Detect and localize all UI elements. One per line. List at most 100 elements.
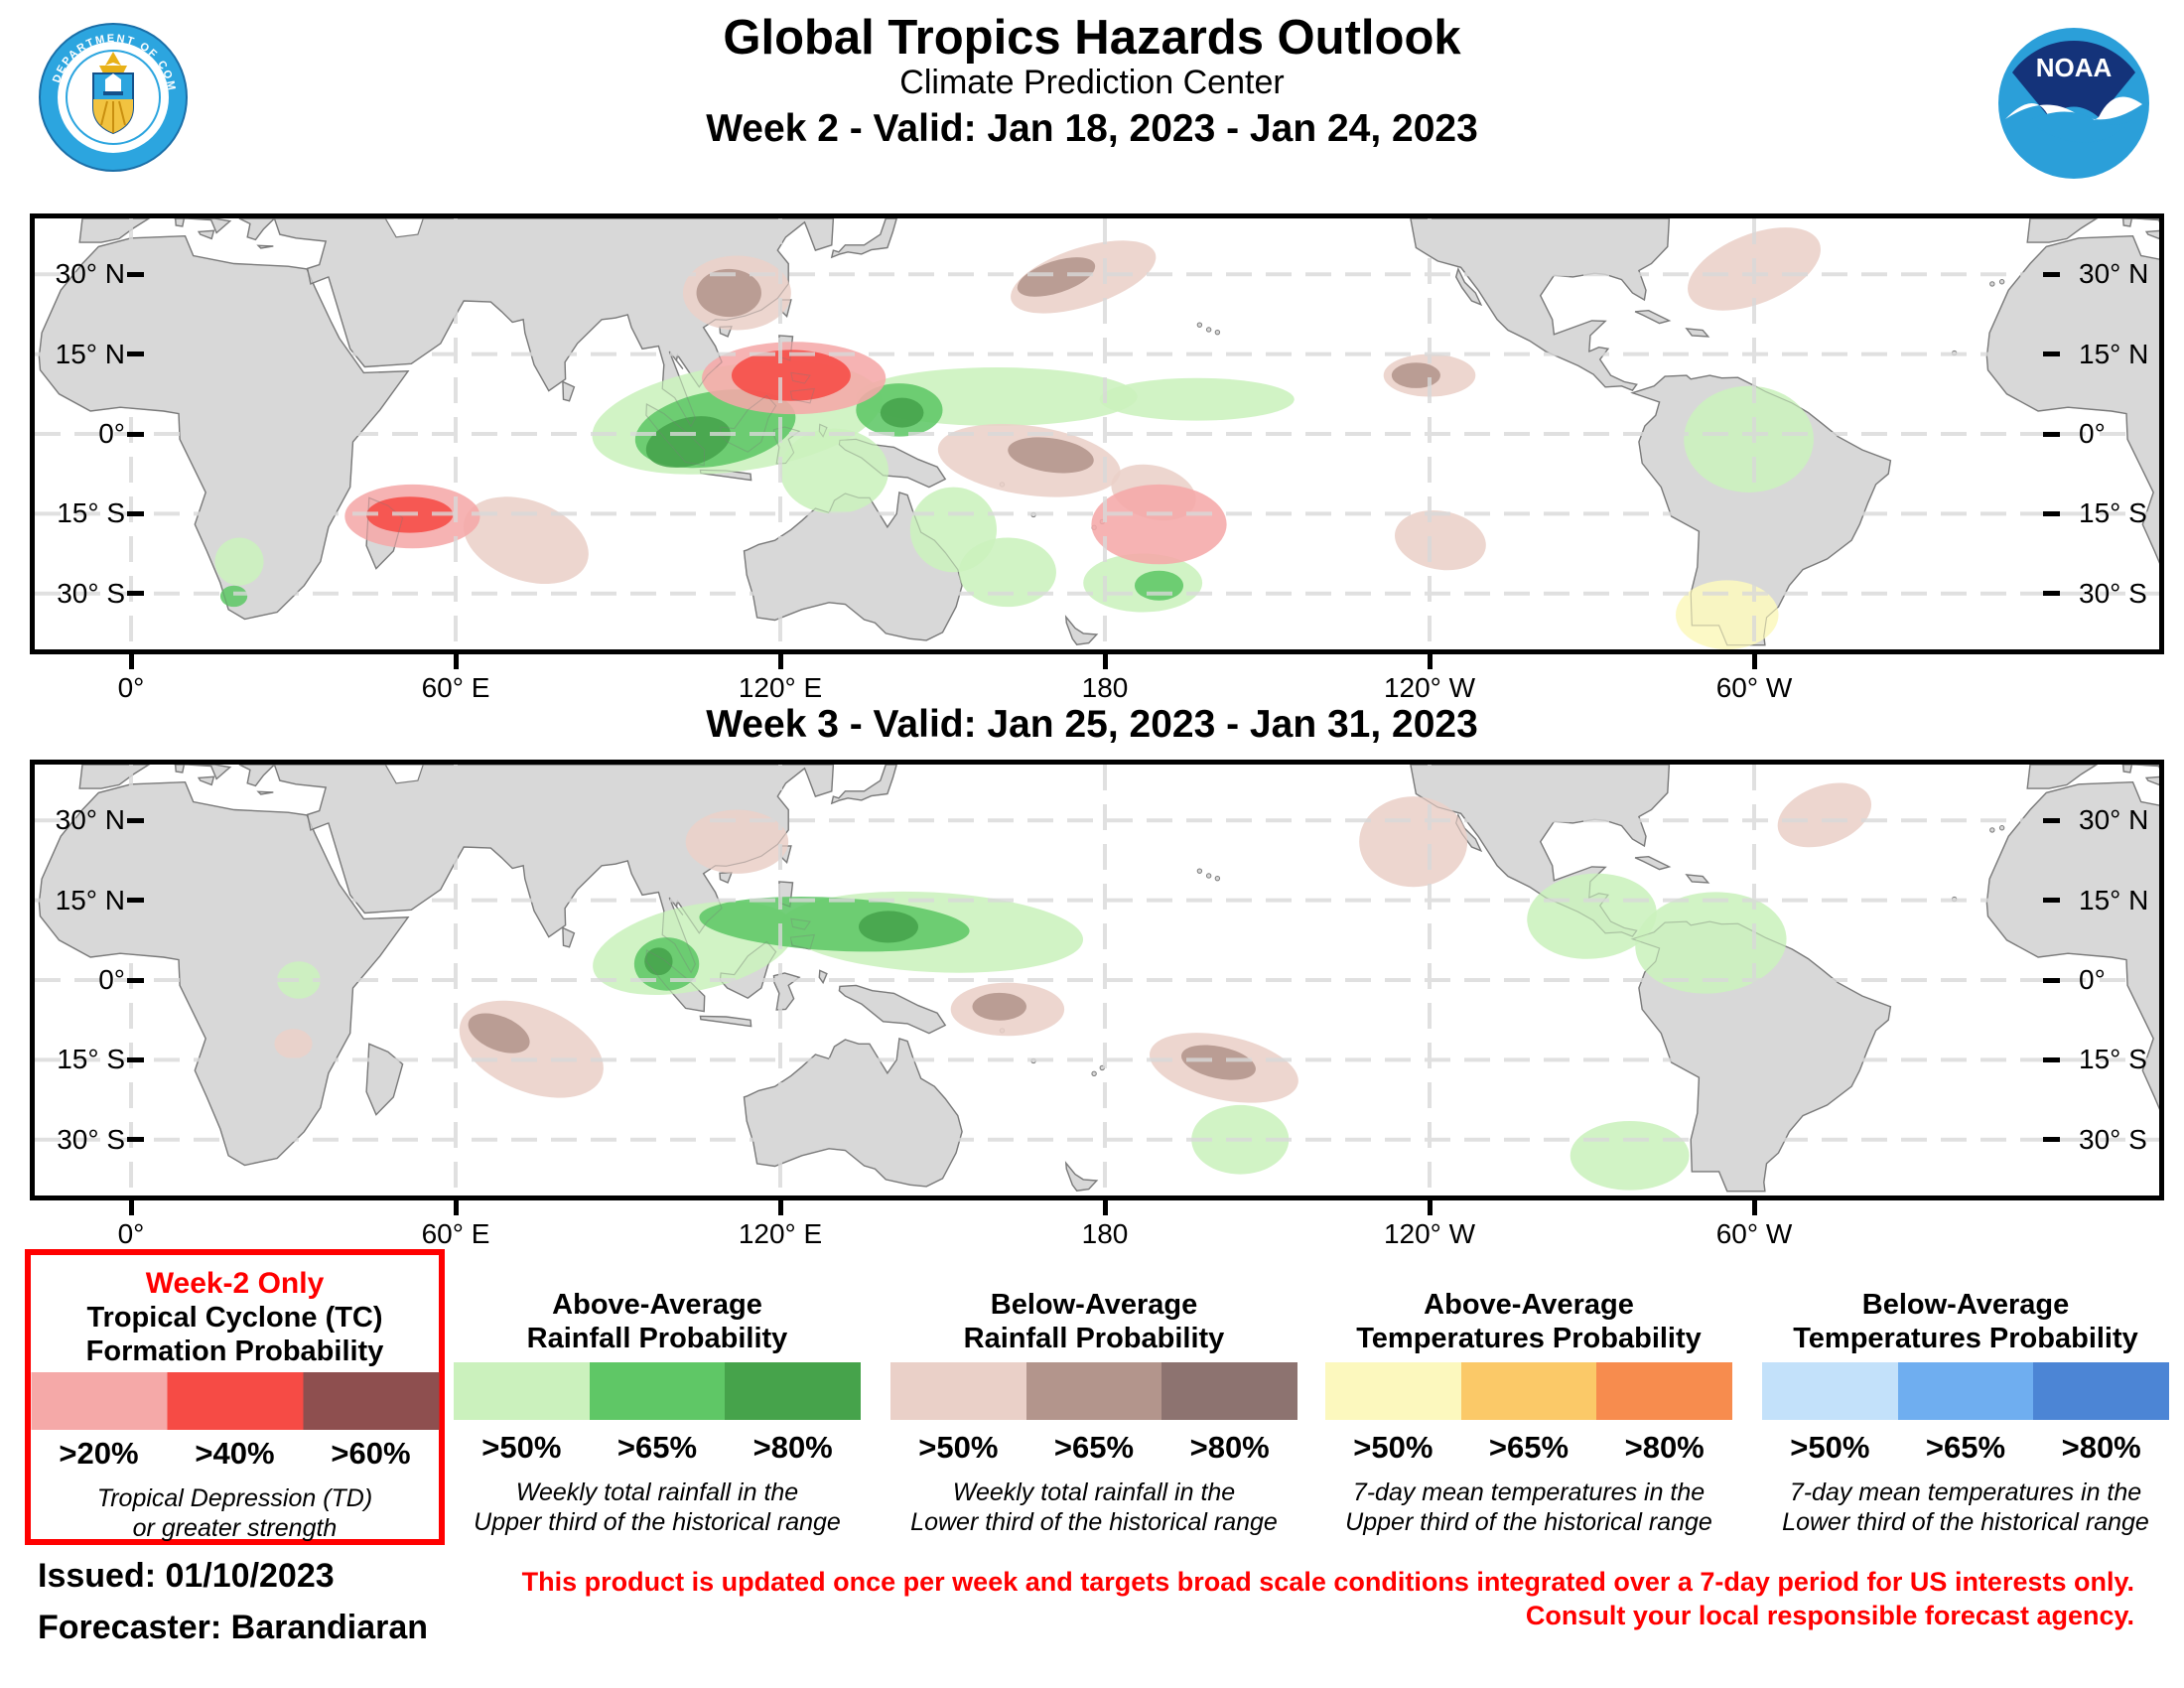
hazard-region-above-rain-sumatra-borneo-80 (645, 416, 731, 468)
legend-swatch-temp_above->50% (1325, 1362, 1461, 1420)
lat-label-right-30° N: 30° N (2079, 258, 2149, 290)
lat-tick-left (127, 1137, 144, 1143)
page-title: Global Tropics Hazards Outlook (723, 11, 1461, 65)
hazard-region-tc-40-philippines (731, 350, 851, 401)
noaa-logo-text: NOAA (2036, 53, 2113, 82)
lat-tick-right (2043, 352, 2060, 357)
lat-tick-right (2043, 431, 2060, 437)
forecaster-name: Forecaster: Barandiaran (38, 1609, 429, 1646)
hazard-region-above-rain-south-africa-core (219, 585, 248, 608)
lon-label-120° W: 120° W (1383, 1218, 1476, 1249)
hazard-region-tc-20-south-pacific (1091, 484, 1227, 565)
week2-panel-title: Week 2 - Valid: Jan 18, 2023 - Jan 24, 2… (706, 107, 1478, 150)
legend-swatch-rain_below->80% (1161, 1362, 1298, 1420)
hazard-region-below-rain-east-of-png-core (1008, 437, 1094, 474)
legend-below-rainfall-colorbar (890, 1362, 1298, 1420)
legend-tc-title-2: Formation Probability (85, 1336, 384, 1367)
lat-tick-left (127, 352, 144, 357)
issued-date: Issued: 01/10/2023 (38, 1557, 335, 1595)
noaa-logo-icon: NOAA (1995, 25, 2152, 187)
lon-label-60° E: 60° E (421, 672, 490, 703)
lat-label-left-15° S: 15° S (57, 497, 125, 529)
lat-label-left-0°: 0° (98, 964, 125, 995)
hazard-region-above-rain-sumatra-80 (644, 947, 673, 976)
legend-above-temperatures-colorbar (1325, 1362, 1733, 1420)
lat-tick-left (127, 510, 144, 516)
lon-label-180: 180 (1081, 672, 1129, 703)
legend-tc-colorbar (31, 1372, 439, 1430)
hazard-region-below-rain-south-indian-core (468, 1013, 530, 1054)
legend-below-temperatures-colorbar (1762, 1362, 2170, 1420)
hazard-region-above-rain-central-pacific-tail (1099, 377, 1295, 421)
page-subtitle: Climate Prediction Center (899, 64, 1285, 101)
lat-tick-right (2043, 1137, 2060, 1143)
legend-above-rainfall-colorbar (454, 1362, 862, 1420)
lon-label-60° W: 60° W (1715, 1218, 1793, 1249)
lat-label-left-30° S: 30° S (57, 1123, 125, 1155)
lat-label-right-15° S: 15° S (2079, 1044, 2147, 1075)
lon-tick (777, 1200, 783, 1215)
lat-label-left-30° S: 30° S (57, 577, 125, 609)
lon-tick (1102, 654, 1108, 669)
legend-swatch-rain_above->65% (589, 1362, 726, 1420)
legend-swatch-rain_below->50% (890, 1362, 1026, 1420)
disclaimer-line-2: Consult your local responsible forecast … (1525, 1601, 2134, 1630)
legend-above-rainfall: Above-Average Rainfall Probability >50% >… (454, 1249, 862, 1545)
legend-swatch-rain_above->50% (454, 1362, 590, 1420)
hazard-region-above-rain-amazon (1684, 385, 1814, 492)
lat-tick-left (127, 271, 144, 277)
lon-label-120° E: 120° E (738, 672, 823, 703)
hazard-region-above-rain-central-america (1527, 873, 1657, 959)
legend-tc-note-2: or greater strength (132, 1514, 338, 1542)
lon-tick (1751, 1200, 1757, 1215)
lat-tick-left (127, 817, 144, 823)
lat-label-right-0°: 0° (2079, 418, 2106, 449)
legend-swatch-temp_above->80% (1596, 1362, 1733, 1420)
week2-map-svg (35, 218, 2159, 649)
legend-swatch-temp_below->80% (2033, 1362, 2170, 1420)
lat-label-left-15° N: 15° N (55, 338, 125, 369)
hazard-region-below-rain-east-pacific-core (1391, 362, 1440, 388)
lat-tick-right (2043, 271, 2060, 277)
lat-tick-right (2043, 1056, 2060, 1062)
lon-label-0°: 0° (117, 1218, 145, 1249)
lat-label-right-0°: 0° (2079, 964, 2106, 995)
lat-tick-right (2043, 898, 2060, 904)
lon-tick (777, 654, 783, 669)
lat-tick-right (2043, 817, 2060, 823)
hazard-region-above-rain-new-caledonia (958, 537, 1056, 608)
legend-tc-thresholds: >20% >40% >60% (59, 1436, 411, 1471)
legend-tc-formation: Week-2 Only Tropical Cyclone (TC) Format… (25, 1249, 445, 1545)
legend-swatch-rain_below->65% (1025, 1362, 1162, 1420)
hazard-region-below-rain-east-of-png-core (972, 992, 1026, 1021)
lat-label-right-30° S: 30° S (2079, 577, 2147, 609)
hazard-region-below-rain-southeast-pacific (1395, 510, 1486, 571)
lon-tick (453, 654, 459, 669)
lat-tick-left (127, 591, 144, 597)
department-of-commerce-seal-icon: DEPARTMENT OF COMMERCE UNITED STATES OF … (32, 13, 189, 178)
lon-label-0°: 0° (117, 672, 145, 703)
hazard-region-below-rain-zambia (274, 1029, 313, 1059)
lat-tick-left (127, 898, 144, 904)
hazard-region-below-rain-south-central-pacific-core (1180, 1045, 1256, 1080)
lat-label-left-30° N: 30° N (55, 258, 125, 290)
lon-label-120° E: 120° E (738, 1218, 823, 1249)
week2-map (30, 213, 2164, 654)
lat-label-left-15° S: 15° S (57, 1044, 125, 1075)
lat-label-right-15° N: 15° N (2079, 884, 2149, 915)
hazard-region-below-rain-south-china (685, 809, 789, 874)
lon-label-60° W: 60° W (1715, 672, 1793, 703)
lat-tick-left (127, 977, 144, 983)
lat-label-left-30° N: 30° N (55, 804, 125, 836)
lat-label-left-0°: 0° (98, 418, 125, 449)
legend-swatch-tc->40% (167, 1372, 303, 1430)
legend-swatch-rain_above->80% (725, 1362, 862, 1420)
lat-tick-right (2043, 591, 2060, 597)
legend-tc-title-1: Tropical Cyclone (TC) (86, 1302, 383, 1334)
hazard-region-below-rain-north-pacific-core (1017, 257, 1096, 297)
hazard-region-above-rain-south-pacific-core (1134, 570, 1184, 601)
lon-label-180: 180 (1081, 1218, 1129, 1249)
lon-tick (1427, 1200, 1433, 1215)
hazard-region-below-rain-west-of-baja (1359, 796, 1468, 888)
lat-label-right-15° S: 15° S (2079, 497, 2147, 529)
